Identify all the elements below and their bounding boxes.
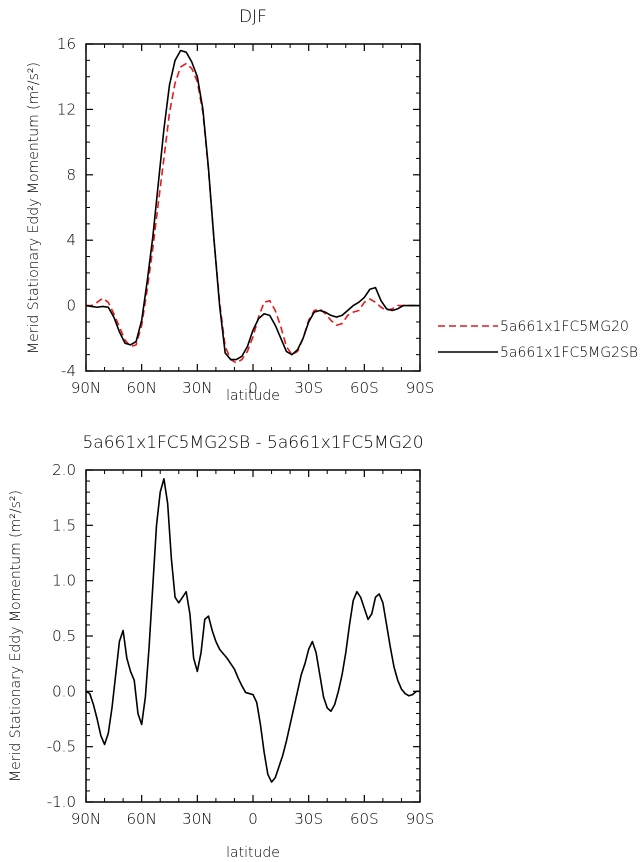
top-y-axis-label: Merid Stationary Eddy Momentum (m²/s²): [26, 62, 42, 354]
x-tick-label: 30N: [182, 379, 212, 397]
y-tick-label: 1.0: [52, 572, 76, 590]
y-tick-label: 1.5: [52, 516, 76, 534]
x-tick-label: 60N: [127, 810, 157, 828]
y-tick-label: 16: [57, 35, 76, 53]
top-axes-ticks: 90N 60N 30N 0 30S 60S 90S -4 0 4 8 12 16: [57, 35, 434, 397]
y-tick-label: -1.0: [47, 793, 76, 811]
bottom-chart-title: 5a661x1FC5MG2SB - 5a661x1FC5MG20: [82, 433, 423, 453]
top-series-lines: [85, 49, 420, 364]
x-tick-label: 60S: [350, 379, 379, 397]
y-tick-label: 12: [57, 100, 76, 118]
bottom-x-axis-label: latitude: [226, 845, 280, 861]
bottom-plot-frame: [85, 469, 421, 803]
legend-entry-mg20: 5a661x1FC5MG20: [500, 319, 629, 335]
y-tick-label: -4: [61, 362, 76, 380]
top-x-axis-label: latitude: [226, 388, 280, 404]
top-panel: DJF 90N 60N 30N 0 30S 60S 90S -4 0 4 8 12 16 latitud…: [26, 7, 638, 404]
y-tick-label: 0.5: [52, 627, 76, 645]
x-tick-label: 60S: [350, 810, 379, 828]
bottom-series-lines: [85, 478, 420, 783]
y-tick-label: 8: [66, 166, 76, 184]
x-tick-label: 30S: [294, 810, 323, 828]
x-tick-label: 90N: [71, 379, 101, 397]
y-tick-label: -0.5: [47, 738, 76, 756]
bottom-y-axis-label: Merid Stationary Eddy Momentum (m²/s²): [8, 490, 24, 782]
x-tick-label: 0: [248, 379, 258, 397]
top-chart-title: DJF: [239, 7, 267, 27]
x-tick-label: 90N: [71, 810, 101, 828]
top-plot-frame: [85, 43, 421, 372]
x-tick-label: 90S: [406, 379, 435, 397]
legend: 5a661x1FC5MG20 5a661x1FC5MG2SB: [438, 319, 638, 361]
legend-entry-mg2sb: 5a661x1FC5MG2SB: [500, 345, 638, 361]
series-line-diff-0: [85, 478, 420, 783]
x-tick-label: 30S: [294, 379, 323, 397]
x-tick-label: 0: [248, 810, 258, 828]
y-tick-label: 0: [66, 297, 76, 315]
x-tick-label: 30N: [182, 810, 212, 828]
bottom-axes-ticks: 90N 60N 30N 0 30S 60S 90S -1.0 -0.5 0.0 0.5 1.0 1.5 2…: [47, 461, 435, 828]
series-line-5a661x1FC5MG20: [86, 62, 420, 364]
y-tick-label: 0.0: [52, 682, 76, 700]
series-line-5a661x1FC5MG2SB: [85, 49, 420, 361]
y-tick-label: 4: [66, 231, 76, 249]
x-tick-label: 60N: [127, 379, 157, 397]
x-tick-label: 90S: [406, 810, 435, 828]
bottom-panel: 5a661x1FC5MG2SB - 5a661x1FC5MG20 90N 60N 3…: [8, 433, 434, 861]
y-tick-label: 2.0: [52, 461, 76, 479]
